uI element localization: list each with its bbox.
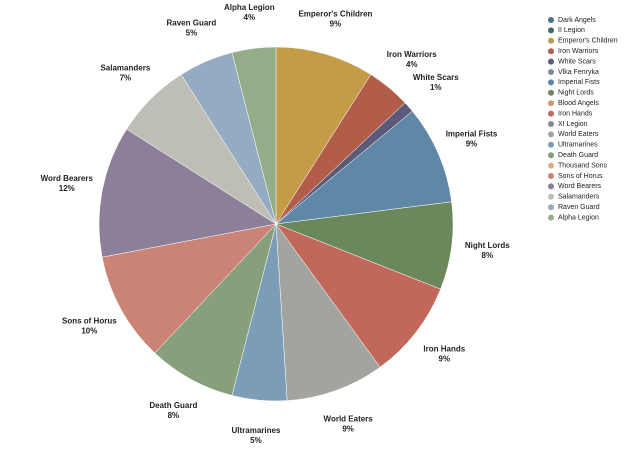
slice-value-label: 4% — [244, 13, 256, 22]
legend-label: Imperial Fists — [558, 79, 600, 86]
slice-label: Raven Guard — [167, 19, 217, 28]
slice-label: Death Guard — [149, 401, 197, 410]
legend-label: Dark Angels — [558, 17, 596, 24]
legend-marker — [548, 204, 554, 211]
legend-marker — [548, 89, 554, 96]
legend-label: World Eaters — [558, 131, 599, 138]
legend-marker — [548, 121, 554, 127]
legend-marker — [548, 100, 554, 107]
legend-label: Ultramarines — [558, 142, 598, 149]
pie-slice — [275, 46, 372, 225]
legend-marker — [548, 110, 554, 117]
legend-label: Death Guard — [558, 152, 598, 159]
slice-label: Night Lords — [465, 241, 510, 250]
legend-label: II Legion — [558, 27, 585, 34]
slice-value-label: 9% — [466, 140, 478, 149]
legend-marker — [548, 17, 554, 23]
legend-marker — [548, 37, 554, 44]
legend-label: Salamanders — [558, 194, 600, 201]
slice-value-label: 1% — [430, 83, 442, 92]
slice-label: White Scars — [413, 73, 459, 82]
pie-slice — [98, 128, 277, 258]
slice-value-label: 7% — [120, 73, 132, 82]
legend-marker — [548, 131, 554, 138]
legend-marker — [548, 173, 554, 179]
pie-slice — [275, 223, 441, 368]
slice-value-label: 10% — [81, 327, 97, 336]
legend-label: Iron Warriors — [558, 48, 599, 55]
legend-marker — [548, 152, 554, 159]
pie-slice — [275, 223, 381, 401]
legend-marker — [548, 183, 554, 190]
legend-label: Blood Angels — [558, 100, 599, 107]
legend-label: Alpha Legion — [558, 214, 599, 221]
legend-label: White Scars — [558, 58, 596, 65]
legend-marker — [548, 214, 554, 221]
legend-label: Vlka Fenryka — [558, 69, 599, 76]
slice-value-label: 8% — [482, 251, 494, 260]
legend-marker — [548, 79, 554, 86]
legend-label: Sons of Horus — [558, 173, 603, 180]
legend-label: Emperor's Children — [558, 38, 618, 45]
slice-label: Sons of Horus — [62, 317, 117, 326]
legend-label: Raven Guard — [558, 204, 600, 211]
slice-label: Iron Hands — [423, 345, 465, 354]
legend-marker — [548, 193, 554, 200]
legend-marker — [548, 141, 554, 148]
legend-marker — [548, 162, 554, 169]
legend-label: XI Legion — [558, 121, 588, 128]
slice-label: Ultramarines — [231, 426, 280, 435]
legend-marker — [548, 58, 554, 65]
slice-value-label: 5% — [250, 436, 262, 445]
slice-label: Emperor's Children — [298, 10, 372, 19]
pie-slice — [275, 110, 452, 225]
slice-label: Word Bearers — [41, 174, 94, 183]
slice-value-label: 5% — [186, 29, 198, 38]
pie-slice — [101, 223, 277, 354]
slice-label: Salamanders — [100, 63, 150, 72]
slice-label: Iron Warriors — [387, 50, 437, 59]
slice-value-label: 12% — [59, 184, 75, 193]
pie-slice — [154, 223, 277, 396]
slice-value-label: 9% — [439, 355, 451, 364]
legend-label: Thousand Sons — [558, 162, 608, 169]
pie-slice — [275, 201, 454, 290]
slice-label: Alpha Legion — [224, 3, 275, 12]
pie-slice — [231, 46, 277, 225]
slice-label: World Eaters — [324, 415, 374, 424]
legend-label: Iron Hands — [558, 110, 593, 117]
legend-marker — [548, 27, 554, 34]
legend-label: Word Bearers — [558, 183, 602, 190]
legend-label: Night Lords — [558, 90, 594, 97]
slice-value-label: 8% — [168, 411, 180, 420]
slice-value-label: 4% — [406, 60, 418, 69]
slice-value-label: 9% — [342, 425, 354, 434]
slice-label: Imperial Fists — [446, 130, 498, 139]
slice-value-label: 9% — [330, 20, 342, 29]
legend-marker — [548, 69, 554, 75]
legend-marker — [548, 48, 554, 55]
